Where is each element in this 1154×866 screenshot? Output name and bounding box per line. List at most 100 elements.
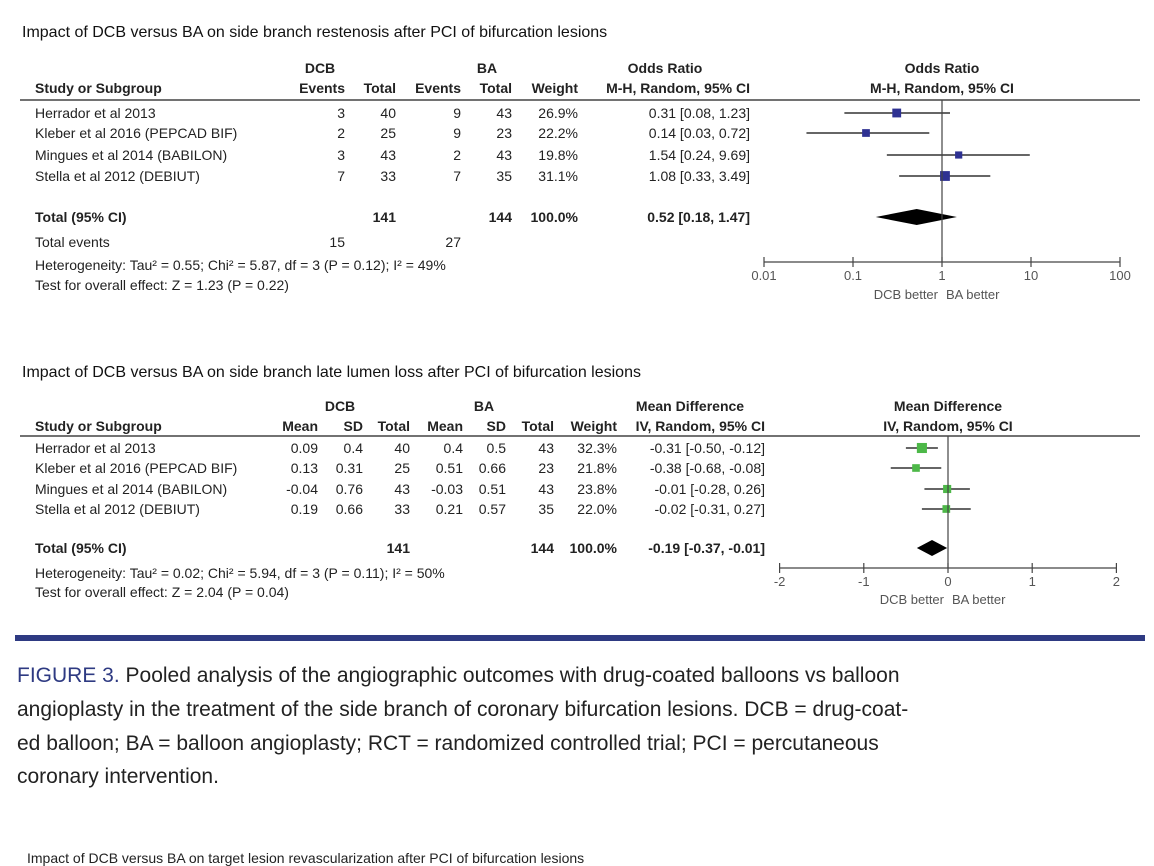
column-header: IV, Random, 95% CI (635, 418, 765, 434)
table-cell: 40 (380, 105, 396, 121)
column-header: SD (486, 418, 506, 434)
caption-line-3: ed balloon; BA = balloon angioplasty; RC… (17, 732, 879, 755)
table-cell: 0.4 (343, 440, 363, 456)
total-events-dcb: 15 (329, 234, 345, 250)
table-cell: 0.21 (435, 501, 463, 517)
table-cell: 0.19 (290, 501, 318, 517)
table-cell: 2 (337, 125, 345, 141)
x-tick-label: 0.1 (843, 268, 863, 283)
table-cell: 0.51 (435, 460, 463, 476)
total-cell: 0.52 [0.18, 1.47] (647, 209, 750, 225)
study-name: Herrador et al 2013 (35, 440, 156, 456)
table-cell: 43 (496, 105, 512, 121)
total-cell: 141 (386, 540, 410, 556)
column-header: Total (377, 418, 410, 434)
study-marker (955, 151, 963, 159)
study-marker (892, 108, 902, 118)
total-label: Total (95% CI) (35, 540, 127, 556)
favours-left-label: DCB better (873, 287, 938, 302)
study-marker (912, 464, 920, 472)
group-header-ba: BA (473, 398, 495, 414)
table-cell: 26.9% (538, 105, 578, 121)
column-header: Weight (570, 418, 617, 434)
study-marker (862, 129, 870, 137)
total-events-ba: 27 (445, 234, 461, 250)
table-cell: 32.3% (577, 440, 617, 456)
caption-line-4: coronary intervention. (17, 765, 219, 788)
table-cell: -0.04 (286, 481, 318, 497)
table-cell: 0.13 (290, 460, 318, 476)
overall-effect-text: Test for overall effect: Z = 2.04 (P = 0… (35, 584, 289, 600)
table-cell: -0.03 (431, 481, 463, 497)
table-cell: 9 (453, 125, 461, 141)
table-cell: 3 (337, 105, 345, 121)
study-name: Herrador et al 2013 (35, 105, 156, 121)
total-cell: -0.19 [-0.37, -0.01] (648, 540, 765, 556)
study-marker (942, 505, 951, 513)
x-tick-label: 2 (1112, 574, 1121, 589)
total-cell: 100.0% (530, 209, 578, 225)
favours-left-label: DCB better (879, 592, 944, 607)
table-cell: 0.66 (478, 460, 506, 476)
study-name: Mingues et al 2014 (BABILON) (35, 481, 228, 497)
table-cell: 0.09 (290, 440, 318, 456)
table-cell: 33 (394, 501, 410, 517)
chart-title: Impact of DCB versus BA on side branch l… (22, 364, 641, 381)
table-cell: 33 (380, 168, 396, 184)
column-header-plot: M-H, Random, 95% CI (870, 80, 1014, 96)
table-cell: 25 (394, 460, 410, 476)
table-cell: 0.51 (478, 481, 506, 497)
table-cell: 0.66 (335, 501, 363, 517)
table-cell: 23.8% (577, 481, 617, 497)
table-cell: 0.57 (478, 501, 506, 517)
column-header: Total (521, 418, 554, 434)
total-cell: 144 (530, 540, 554, 556)
study-name: Kleber et al 2016 (PEPCAD BIF) (35, 460, 238, 476)
table-cell: 0.5 (486, 440, 506, 456)
heterogeneity-text: Heterogeneity: Tau² = 0.02; Chi² = 5.94,… (35, 565, 445, 581)
pooled-diamond (875, 209, 957, 225)
column-header: M-H, Random, 95% CI (606, 80, 750, 96)
table-cell: -0.01 [-0.28, 0.26] (654, 481, 765, 497)
study-marker (916, 442, 927, 454)
table-cell: 7 (337, 168, 345, 184)
favours-right-label: BA better (952, 592, 1006, 607)
table-cell: 0.31 [0.08, 1.23] (648, 105, 750, 121)
table-cell: 22.0% (577, 501, 617, 517)
table-cell: 0.4 (443, 440, 463, 456)
table-cell: 19.8% (538, 147, 578, 163)
table-cell: 21.8% (577, 460, 617, 476)
table-cell: 0.76 (335, 481, 363, 497)
table-cell: 23 (496, 125, 512, 141)
total-events-label: Total events (35, 234, 110, 250)
column-header: SD (343, 418, 363, 434)
total-cell: 100.0% (569, 540, 617, 556)
table-cell: 1.08 [0.33, 3.49] (648, 168, 750, 184)
group-header-effect: Odds Ratio (627, 60, 703, 76)
table-cell: 23 (538, 460, 554, 476)
study-name: Stella et al 2012 (DEBIUT) (35, 168, 200, 184)
table-cell: 9 (453, 105, 461, 121)
table-cell: 25 (380, 125, 396, 141)
study-name: Mingues et al 2014 (BABILON) (35, 147, 228, 163)
chart-title: Impact of DCB versus BA on side branch r… (22, 24, 608, 41)
table-cell: 3 (337, 147, 345, 163)
study-marker (940, 171, 950, 181)
table-cell: 40 (394, 440, 410, 456)
x-tick-label: 1 (1028, 574, 1036, 589)
group-header-dcb: DCB (304, 60, 336, 76)
group-header-effect: Mean Difference (635, 398, 745, 414)
table-cell: 35 (496, 168, 512, 184)
study-name: Kleber et al 2016 (PEPCAD BIF) (35, 125, 238, 141)
caption-divider (15, 635, 1145, 641)
x-tick-label: -2 (773, 574, 786, 589)
caption-line-2: angioplasty in the treatment of the side… (17, 698, 909, 721)
column-header: Mean (282, 418, 318, 434)
study-marker (943, 484, 952, 494)
x-tick-label: 1 (938, 268, 946, 283)
caption-line-1: FIGURE 3. Pooled analysis of the angiogr… (17, 664, 900, 688)
group-header-dcb: DCB (324, 398, 356, 414)
column-header-study: Study or Subgroup (35, 418, 162, 434)
column-header: Mean (427, 418, 463, 434)
